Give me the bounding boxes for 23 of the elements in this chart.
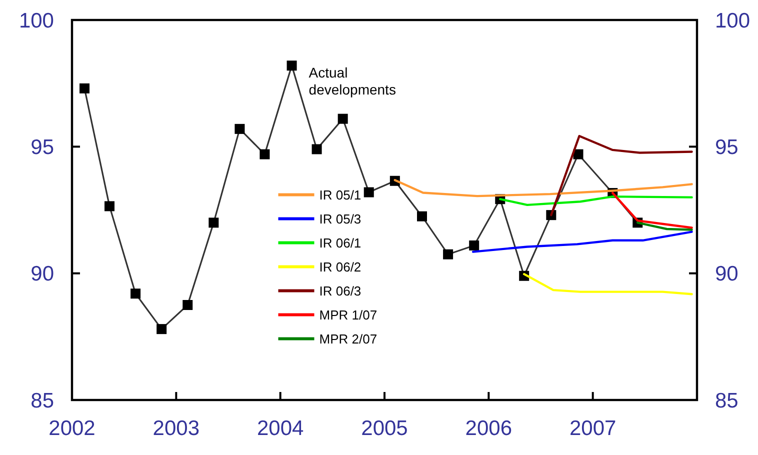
x-tick-label: 2002 [48,417,96,440]
y2-tick-label: 85 [715,389,738,412]
x-tick-label: 2006 [465,417,512,440]
y2-tick-label: 100 [715,9,750,32]
x-tick-label: 2003 [152,417,200,440]
legend-label: IR 05/1 [319,187,362,202]
series-label: Actual developments [308,64,396,98]
legend-label: MPR 2/07 [319,331,378,346]
legend-label: IR 06/2 [319,259,362,274]
legend-label: IR 05/3 [319,211,362,226]
y-tick-label: 85 [30,389,54,412]
y2-tick-label: 90 [715,262,738,286]
x-tick-label: 2005 [361,417,408,440]
x-tick-label: 2007 [569,417,616,440]
legend-label: MPR 1/07 [319,307,378,322]
x-tick-label: 2004 [256,417,304,440]
y2-tick-label: 95 [715,136,738,160]
y-tick-label: 95 [30,136,54,160]
y-tick-label: 90 [30,262,54,286]
line-series [472,230,693,253]
y-tick-label: 100 [18,9,54,32]
legend-label: IR 06/1 [319,235,362,250]
legend-label: IR 06/3 [319,283,362,298]
